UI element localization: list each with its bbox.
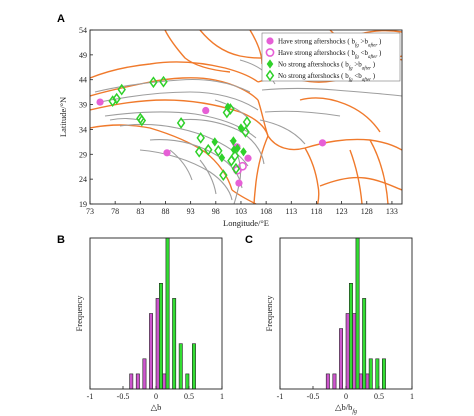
map-points [96,75,327,187]
legend-label-4: No strong aftershocks ( bfg <bafter ) [278,72,376,83]
map-point-series-4 [149,76,158,89]
map-point-series-4 [222,106,232,119]
map-point-series-3 [240,147,247,157]
map-frame [89,29,403,205]
map-point-series-3 [230,145,238,155]
legend-marker-1 [266,37,274,45]
map-point-series-4 [176,117,186,129]
map-ytick-label: 19 [79,200,87,209]
map-xtick-label: 103 [235,207,247,216]
map-point-series-1 [235,179,243,187]
map-point-series-4 [196,131,205,144]
map-point-series-4 [227,154,236,167]
map-point-series-4 [214,144,223,157]
map-point-series-4 [112,92,121,105]
active-faults [94,59,402,204]
map-point-series-4 [108,95,117,107]
map-point-series-3 [234,143,241,153]
map-point-series-3 [237,123,245,133]
map-point-series-3 [218,153,226,163]
map-point-series-3 [230,136,237,146]
map-point-series-1 [163,149,171,157]
map-point-series-1 [96,98,104,106]
map-ylabel: Latitude/°N [58,97,68,137]
map-ytick-label: 24 [79,175,87,184]
map-xtick-label: 123 [336,207,348,216]
map-ytick-label: 39 [79,101,87,110]
map-point-series-4 [117,83,126,96]
map-xtick-label: 133 [386,207,398,216]
legend-label-1: Have strong aftershocks ( bfg >bafter ) [278,38,382,49]
map-ytick-label: 29 [79,150,87,159]
map-ytick-label: 49 [79,51,87,60]
map-xtick-label: 118 [311,207,323,216]
map-point-series-4 [159,75,168,88]
map-point-series-4 [219,169,228,182]
map-point-series-2 [238,161,247,171]
map-xtick-label: 128 [361,207,373,216]
panel-a-label: A [57,13,65,25]
map-point-series-4 [241,126,250,138]
map-ytick-label: 34 [79,125,87,134]
map-legend: Have strong aftershocks ( bfg >bafter )H… [261,32,401,83]
map-point-series-4 [242,116,252,128]
map-ticks: 73 78 83 88 93 98 103 108 113 118 123 128 133 19 24 29 3… [79,26,398,216]
map-xtick-label: 78 [111,207,119,216]
map-xtick-label: 108 [260,207,272,216]
legend-label-2: Have strong aftershocks ( bfg <bafter ) [278,49,382,60]
legend-marker-3 [266,59,274,69]
map-point-series-4 [226,103,235,115]
map-point-series-1 [244,154,252,162]
map-xlabel: Longitude/°E [223,218,269,228]
legend-marker-2 [265,48,275,57]
map-xtick-label: 98 [212,207,220,216]
map-xtick-label: 73 [86,207,94,216]
map-xtick-label: 83 [136,207,144,216]
map-xtick-label: 113 [285,207,297,216]
map-point-series-1 [318,139,327,147]
map-point-series-4 [137,114,147,127]
map-point-series-4 [231,162,241,175]
map-ytick-label: 44 [79,76,87,85]
map-point-series-4 [204,143,213,156]
map-point-series-4 [194,145,204,158]
map-xtick-label: 88 [161,207,169,216]
map-ytick-label: 54 [79,26,87,35]
legend-label-3: No strong aftershocks ( bfg >bafter ) [278,61,376,72]
map-xtick-label: 93 [187,207,195,216]
map-point-series-3 [211,137,219,147]
map-point-series-1 [202,106,210,115]
legend-marker-4 [265,69,275,82]
legend-box [261,32,401,82]
